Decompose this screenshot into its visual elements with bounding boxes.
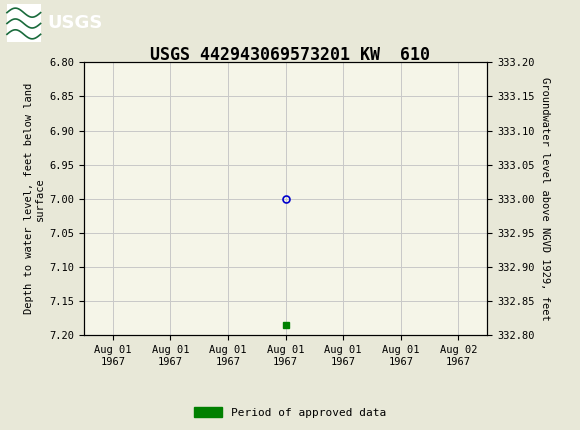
Text: USGS: USGS: [48, 14, 103, 31]
Y-axis label: Depth to water level, feet below land
surface: Depth to water level, feet below land su…: [24, 83, 45, 314]
Legend: Period of approved data: Period of approved data: [190, 403, 390, 422]
Y-axis label: Groundwater level above NGVD 1929, feet: Groundwater level above NGVD 1929, feet: [540, 77, 550, 321]
FancyBboxPatch shape: [7, 3, 41, 42]
Text: USGS 442943069573201 KW  610: USGS 442943069573201 KW 610: [150, 46, 430, 64]
